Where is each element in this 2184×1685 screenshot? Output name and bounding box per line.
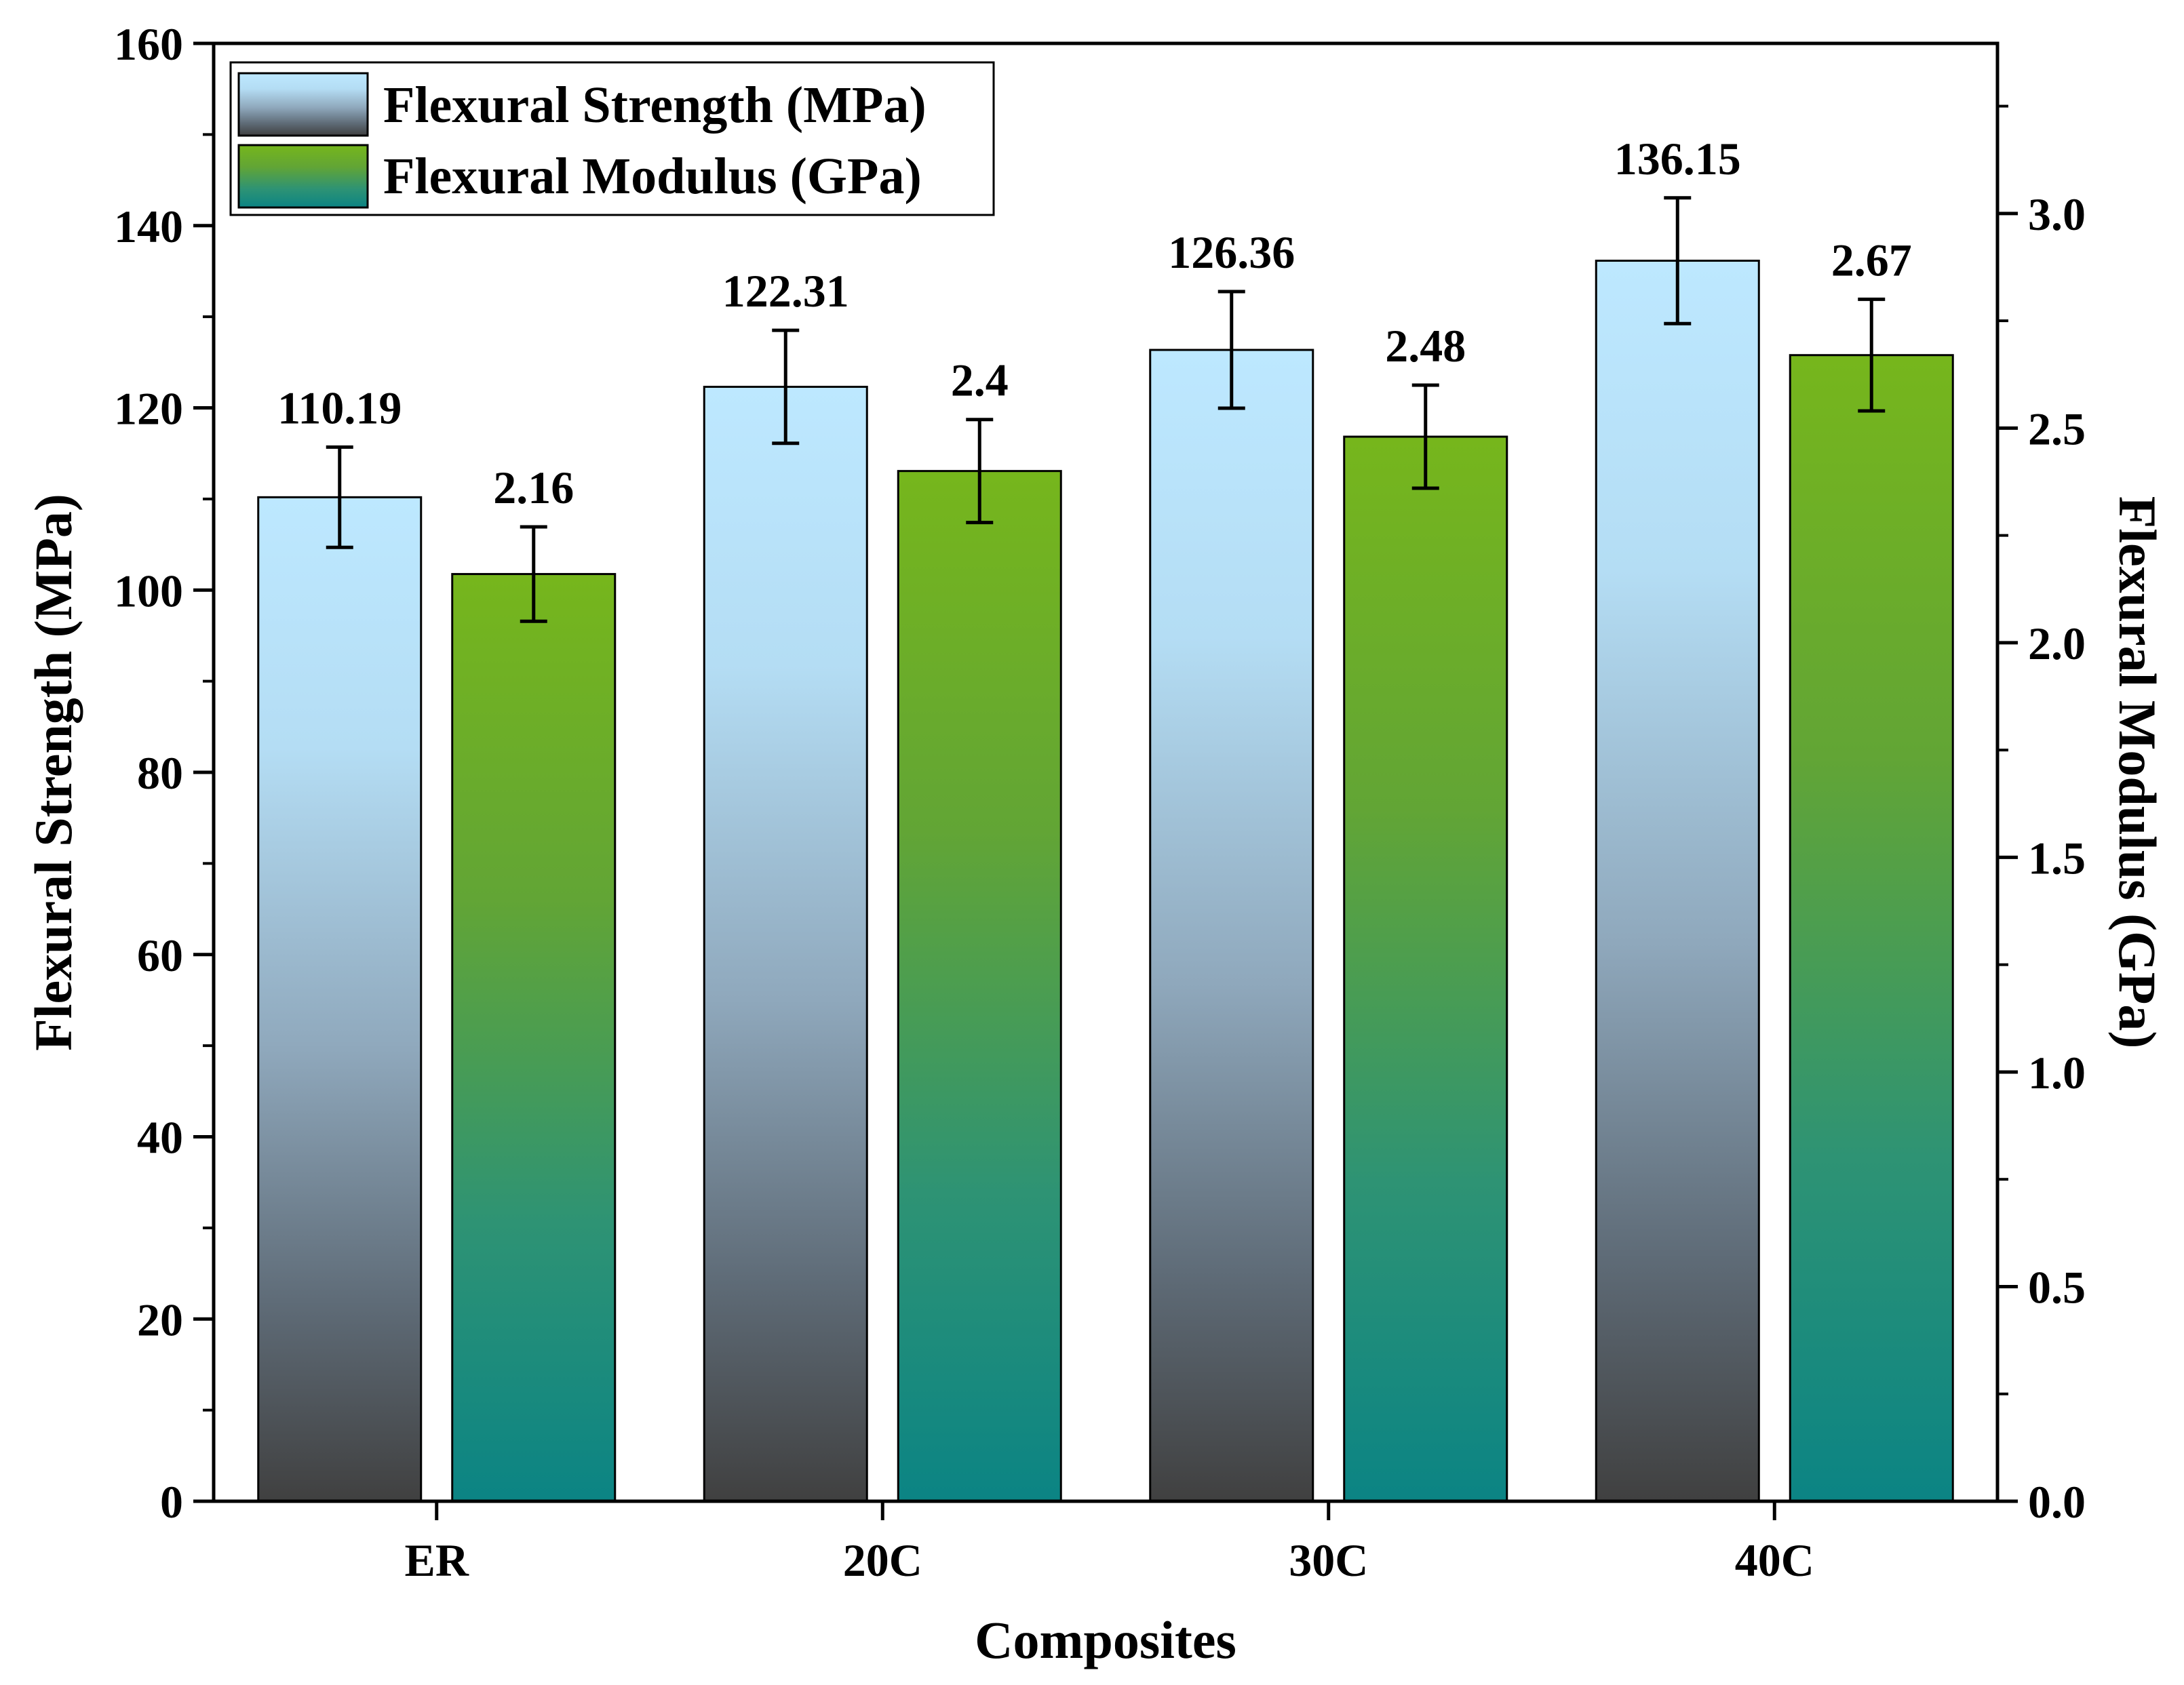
bar-modulus-40c <box>1789 354 1954 1503</box>
legend-swatch-strength <box>237 72 369 137</box>
data-label-modulus-er: 2.16 <box>493 462 574 513</box>
data-label-strength-20c: 122.31 <box>722 265 849 317</box>
bar-modulus-er <box>451 573 617 1503</box>
y-tick-label: 140 <box>114 201 183 252</box>
errorbar-strength-40c <box>1664 196 1692 325</box>
y-tick-label: 0 <box>160 1476 183 1528</box>
y-tick-label: 20 <box>137 1294 183 1345</box>
y-tick-label: 40 <box>137 1112 183 1164</box>
errorbar-modulus-20c <box>966 418 994 525</box>
legend-label-modulus: Flexural Modulus (GPa) <box>383 148 922 205</box>
y2-tick-label: 0.5 <box>2028 1261 2086 1313</box>
bar-modulus-20c <box>897 470 1062 1503</box>
y2-tick-label: 2.5 <box>2028 403 2086 454</box>
legend-label-strength: Flexural Strength (MPa) <box>383 77 927 134</box>
y-tick-label: 60 <box>137 930 183 981</box>
data-label-strength-30c: 126.36 <box>1168 226 1295 278</box>
y2-tick-label: 0.0 <box>2028 1476 2086 1528</box>
y-tick-label: 160 <box>114 18 183 70</box>
x-axis-title: Composites <box>975 1610 1236 1669</box>
x-tick-label-40c: 40C <box>1735 1534 1814 1586</box>
y2-tick-label: 1.0 <box>2028 1047 2086 1098</box>
y-tick-label: 80 <box>137 747 183 799</box>
errorbar-modulus-30c <box>1411 383 1439 490</box>
bar-strength-er <box>257 496 423 1503</box>
bar-modulus-30c <box>1343 435 1508 1503</box>
y-tick-label: 100 <box>114 565 183 616</box>
y2-axis-title: Flexural Modulus (GPa) <box>2108 496 2167 1049</box>
errorbar-strength-20c <box>772 328 800 445</box>
legend: Flexural Strength (MPa) Flexural Modulus… <box>229 61 995 216</box>
y2-tick-label: 3.0 <box>2028 189 2086 240</box>
errorbar-modulus-er <box>520 525 547 623</box>
errorbar-strength-er <box>326 445 353 549</box>
data-label-modulus-40c: 2.67 <box>1831 234 1912 285</box>
legend-swatch-modulus <box>237 144 369 209</box>
y-axis-title: Flexural Strength (MPa) <box>24 494 83 1051</box>
bar-strength-20c <box>703 385 868 1503</box>
y-tick-label: 120 <box>114 383 183 435</box>
errorbar-strength-30c <box>1217 290 1245 410</box>
data-label-strength-er: 110.19 <box>277 382 402 433</box>
bar-strength-30c <box>1149 349 1314 1503</box>
y2-tick-label: 2.0 <box>2028 618 2086 669</box>
data-label-modulus-20c: 2.4 <box>951 355 1009 406</box>
data-label-strength-40c: 136.15 <box>1614 133 1741 184</box>
data-label-modulus-30c: 2.48 <box>1385 320 1466 372</box>
errorbar-modulus-40c <box>1858 297 1886 413</box>
x-tick-label-20c: 20C <box>843 1534 922 1586</box>
bar-strength-40c <box>1595 259 1760 1503</box>
x-tick-label-30c: 30C <box>1289 1534 1368 1586</box>
y2-tick-label: 1.5 <box>2028 832 2086 884</box>
x-tick-label-er: ER <box>405 1534 469 1586</box>
